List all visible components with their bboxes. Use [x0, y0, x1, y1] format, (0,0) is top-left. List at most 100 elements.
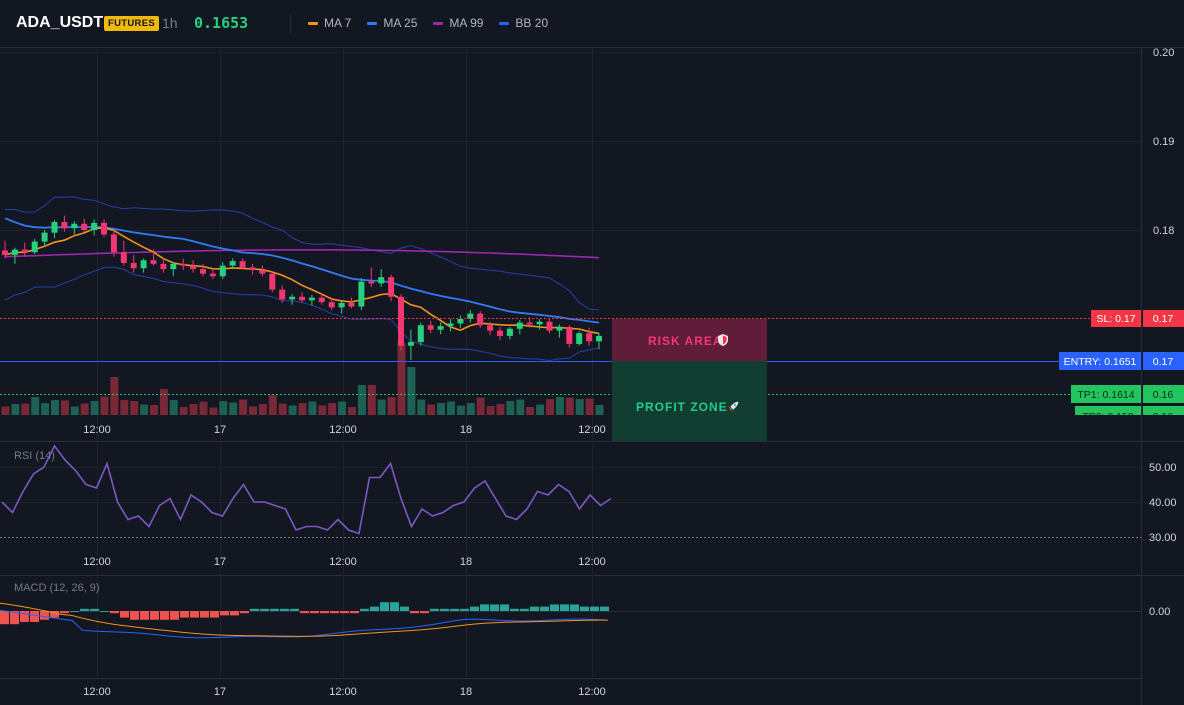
volume-bar [179, 407, 188, 415]
time-axis-label: 12:00 [329, 686, 357, 698]
macd-hist-bar [270, 608, 279, 611]
sl-tag-label: SL: 0.17 [1096, 313, 1135, 325]
macd-label[interactable]: MACD (12, 26, 9) [14, 582, 100, 594]
macd-hist-bar [600, 606, 609, 611]
volume-bar [555, 397, 564, 415]
candle-body [249, 267, 256, 271]
legend-swatch [433, 21, 444, 25]
volume-bar [506, 401, 515, 415]
volume-bar [456, 405, 465, 415]
candle-body [41, 232, 48, 242]
macd-hist-bar [190, 611, 199, 618]
indicator-legend: MA 7 MA 25 MA 99 BB 20 [308, 16, 548, 30]
time-axis-label: 17 [214, 556, 226, 568]
volume-bar [21, 403, 30, 415]
volume-bar [476, 397, 485, 415]
volume-bar [516, 399, 525, 415]
volume-bar [486, 406, 495, 415]
candlesticks [2, 215, 602, 360]
macd-hist-bar [180, 611, 189, 618]
rsi-axis-label: 40.00 [1149, 497, 1177, 509]
macd-hist-bar [470, 606, 479, 611]
tp2-tag[interactable]: TP2: 0.159 0.16 [1075, 406, 1184, 423]
candle-body [506, 328, 513, 336]
entry-tag-label: ENTRY: 0.1651 [1064, 356, 1137, 368]
macd-hist-bar [20, 611, 29, 622]
candle-body [101, 222, 107, 235]
volume-bar [31, 397, 40, 415]
time-axis-label: 12:00 [83, 556, 111, 568]
volume-bar [80, 403, 89, 415]
macd-hist-bar [150, 611, 159, 620]
ma7-line [4, 226, 600, 335]
volume-bar [536, 404, 545, 415]
volume-bar [120, 400, 129, 415]
chart-header: ADA_USDT FUTURES 1h 0.1653 MA 7 MA 25 MA… [0, 0, 1184, 48]
volume-bar [219, 401, 228, 415]
legend-item-ma7[interactable]: MA 7 [308, 16, 351, 30]
legend-swatch [499, 21, 510, 25]
candle-body [11, 249, 18, 255]
candle-body [368, 281, 375, 284]
volume-bar [447, 401, 455, 415]
candle-body [219, 265, 226, 277]
current-price: 0.1653 [194, 14, 249, 32]
sl-tag[interactable]: SL: 0.17 0.17 [1091, 310, 1184, 327]
candle-body [417, 325, 424, 343]
macd-hist-bar [50, 611, 59, 618]
macd-hist-bar [110, 611, 119, 614]
macd-hist-bar [300, 611, 309, 614]
volume-bar [496, 404, 505, 415]
bb-upper-line [5, 196, 600, 311]
legend-label: MA 99 [449, 16, 484, 30]
candle-body [536, 321, 543, 325]
macd-hist-bar [360, 608, 369, 611]
macd-hist-bar [260, 608, 269, 611]
volume-bar [140, 404, 149, 415]
macd-hist-bar [430, 608, 439, 611]
macd-hist-bar [320, 611, 329, 614]
symbol-name[interactable]: ADA_USDT [16, 14, 104, 31]
interval-label[interactable]: 1h [162, 15, 178, 31]
volume-bar [169, 400, 178, 415]
ma99-line [4, 249, 600, 259]
macd-hist-bar [10, 611, 19, 625]
tp1-tag[interactable]: TP1: 0.1614 0.16 [1071, 385, 1184, 403]
entry-tag[interactable]: ENTRY: 0.1651 0.17 [1059, 352, 1184, 370]
entry-value: 0.17 [1153, 356, 1174, 368]
candle-body [190, 265, 197, 270]
tp2-tag-bg [1075, 406, 1141, 415]
macd-hist-bar [220, 611, 229, 616]
candle-body [308, 297, 315, 301]
rsi-label[interactable]: RSI (14) [14, 450, 55, 462]
price-axis[interactable]: 0.20 0.19 0.18 [1153, 47, 1174, 237]
rsi-line [1, 444, 612, 535]
macd-hist-bar [60, 611, 69, 614]
legend-swatch [367, 21, 378, 25]
candle-body [596, 335, 602, 342]
legend-item-bb20[interactable]: BB 20 [499, 16, 548, 30]
legend-item-ma25[interactable]: MA 25 [367, 16, 417, 30]
rsi-axis-label: 50.00 [1149, 462, 1177, 474]
volume-bars [1, 343, 604, 415]
macd-hist-bar [440, 608, 449, 611]
macd-hist-bar [450, 608, 459, 611]
candle-body [229, 261, 236, 266]
volume-bar [90, 401, 99, 415]
macd-hist-bar [570, 604, 579, 611]
volume-bar [159, 389, 168, 415]
candle-body [51, 221, 58, 233]
candle-body [130, 262, 137, 269]
volume-bar [367, 385, 376, 415]
macd-hist-bar [540, 606, 549, 611]
profit-zone [612, 361, 767, 441]
time-axis-label: 17 [214, 686, 226, 698]
entry-tag-bg [1059, 352, 1141, 370]
legend-label: BB 20 [515, 16, 549, 30]
macd-hist-bar [530, 606, 539, 611]
volume-bar [41, 403, 50, 415]
legend-item-ma99[interactable]: MA 99 [433, 16, 483, 30]
volume-bar [278, 403, 287, 415]
sl-value: 0.17 [1153, 313, 1174, 325]
